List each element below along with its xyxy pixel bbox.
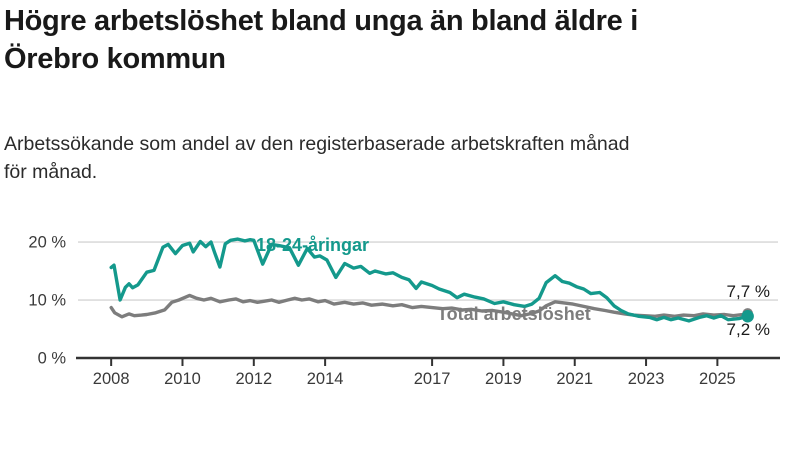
chart-subtitle: Arbetssökande som andel av den registerb… [4,133,630,183]
end-dot-youth [741,310,754,323]
chart-canvas: 0 % 10 % 20 % 2008 2010 2012 2014 2017 2019 2021 2… [28,234,780,388]
y-axis-tick-label: 10 % [28,292,66,310]
x-axis-tick-label: 2017 [414,370,451,388]
chart-line-total [109,293,750,319]
line-chart: 0 % 10 % 20 % 2008 2010 2012 2014 2017 2019 2021 2… [0,220,800,406]
end-value-label-total: 7,7 % [727,282,770,301]
series-label-youth: 18-24-åringar [256,235,369,255]
series-label-total: Total arbetslöshet [437,304,591,324]
end-value-label-youth: 7,2 % [727,320,770,339]
x-axis-tick-label: 2014 [307,370,344,388]
y-axis-tick-label: 0 % [38,350,67,368]
x-axis-tick-label: 2025 [699,370,736,388]
x-axis-tick-label: 2021 [556,370,593,388]
x-axis-tick-label: 2008 [93,370,130,388]
x-axis-tick-label: 2023 [628,370,665,388]
x-axis-tick-label: 2012 [235,370,272,388]
chart-line-youth [109,237,750,323]
chart-title: Högre arbetslöshet bland unga än bland ä… [4,5,638,75]
y-axis-tick-label: 20 % [28,234,66,252]
x-axis-tick-label: 2010 [164,370,201,388]
footer: Newsworthy [0,408,800,450]
x-axis-tick-label: 2019 [485,370,522,388]
